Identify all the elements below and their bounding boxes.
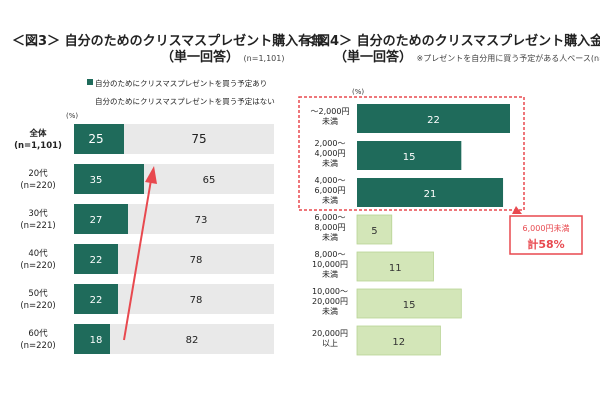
category-label-line1: 60代 [28, 328, 48, 339]
chart4-sample-note: ※プレゼントを自分用に買う予定がある人ベース(n=273) [416, 54, 600, 63]
data-label: 25 [88, 132, 103, 146]
category-label-line1: ～2,000円 [311, 107, 350, 116]
category-label-line2: 8,000円 [315, 223, 346, 232]
bar [356, 214, 393, 245]
category-label-line2: (n=220) [20, 181, 55, 191]
bar-segment-0 [74, 204, 128, 234]
data-label: 12 [392, 337, 405, 348]
category-label-line1: 10,000～ [312, 287, 348, 296]
category-label-line1: 6,000～ [315, 213, 346, 222]
category-label-line2: (n=1,101) [14, 141, 62, 151]
category-label-line2: (n=220) [20, 301, 55, 311]
category-label-line1: 20代 [28, 168, 48, 179]
legend-swatch-0 [87, 79, 93, 85]
data-label: 22 [90, 295, 103, 306]
category-label-line3: 未満 [322, 306, 338, 316]
category-label-line1: 4,000～ [315, 176, 346, 185]
bar-segment-1 [118, 244, 274, 274]
data-label: 73 [195, 215, 208, 226]
bar [356, 288, 462, 319]
bar-segment-1 [124, 124, 274, 154]
bar [356, 251, 434, 282]
data-label: 15 [403, 152, 416, 163]
category-label-line3: 未満 [322, 269, 338, 279]
category-label-line2: (n=220) [20, 261, 55, 271]
data-label: 15 [403, 300, 416, 311]
bar-segment-0 [74, 164, 144, 194]
data-label: 22 [90, 255, 103, 266]
data-label: 11 [389, 263, 402, 274]
category-label-line2: (n=220) [20, 341, 55, 351]
data-label: 21 [424, 189, 437, 200]
chart3-title: ＜図3＞ 自分のためのクリスマスプレゼント購入有無 [12, 34, 325, 49]
highlight-box [298, 96, 525, 211]
data-label: 82 [186, 335, 199, 346]
bar-segment-1 [128, 204, 274, 234]
bar-segment-0 [74, 124, 124, 154]
category-label-line1: 2,000～ [315, 139, 346, 148]
category-label-line2: (n=221) [20, 221, 55, 231]
category-label-line1: 40代 [28, 248, 48, 259]
bar-segment-0 [74, 324, 110, 354]
category-label-line1: 8,000～ [315, 250, 346, 259]
bar-segment-1 [118, 284, 274, 314]
legend-label-1: 自分のためにクリスマスプレゼントを買う予定はない [95, 96, 275, 106]
bar [357, 104, 510, 133]
legend-label-0: 自分のためにクリスマスプレゼントを買う予定あり [95, 78, 267, 88]
chart4-subtitle-text: （単一回答） [334, 50, 413, 65]
category-label-line3: 未満 [322, 232, 338, 242]
trend-arrow-head [145, 166, 157, 184]
category-label-line2: 未満 [322, 116, 338, 126]
unit-label: (%) [66, 112, 78, 120]
data-label: 5 [371, 226, 377, 237]
category-label-line3: 未満 [322, 195, 338, 205]
chart3-sample-note: (n=1,101) [243, 54, 285, 63]
category-label-line2: 4,000円 [315, 149, 346, 158]
bar-segment-0 [74, 244, 118, 274]
category-label-line1: 50代 [28, 288, 48, 299]
data-label: 18 [90, 335, 103, 346]
data-label: 75 [191, 132, 206, 146]
callout-line2: 計58% [527, 237, 564, 251]
category-label-line2: 以上 [322, 339, 338, 348]
data-label: 78 [190, 255, 203, 266]
callout-pointer [512, 206, 522, 214]
chart4-title: ＜図4＞ 自分のためのクリスマスプレゼント購入金額 [304, 34, 600, 49]
bar-segment-0 [74, 284, 118, 314]
bar [357, 178, 504, 207]
trend-arrow-line [123, 179, 152, 341]
category-label-line2: 6,000円 [315, 186, 346, 195]
bar [357, 141, 462, 170]
category-label-line1: 20,000円 [312, 329, 348, 338]
chart4-subtitle: （単一回答） ※プレゼントを自分用に買う予定がある人ベース(n=273) [334, 50, 600, 67]
category-label-line1: 全体 [28, 128, 47, 139]
bar [356, 325, 441, 356]
chart3-subtitle: （単一回答） (n=1,101) [161, 50, 284, 67]
callout-line1: 6,000円未満 [523, 223, 570, 233]
chart3-subtitle-text: （単一回答） [161, 50, 240, 65]
unit-label: (%) [352, 88, 364, 96]
data-label: 22 [427, 115, 440, 126]
bar-segment-1 [144, 164, 274, 194]
category-label-line3: 未満 [322, 158, 338, 168]
callout-box [509, 215, 583, 255]
data-label: 27 [90, 215, 103, 226]
bar-segment-1 [110, 324, 274, 354]
category-label-line2: 20,000円 [312, 297, 348, 306]
category-label-line1: 30代 [28, 208, 48, 219]
category-label-line2: 10,000円 [312, 260, 348, 269]
data-label: 35 [90, 175, 103, 186]
data-label: 65 [203, 175, 216, 186]
data-label: 78 [190, 295, 203, 306]
